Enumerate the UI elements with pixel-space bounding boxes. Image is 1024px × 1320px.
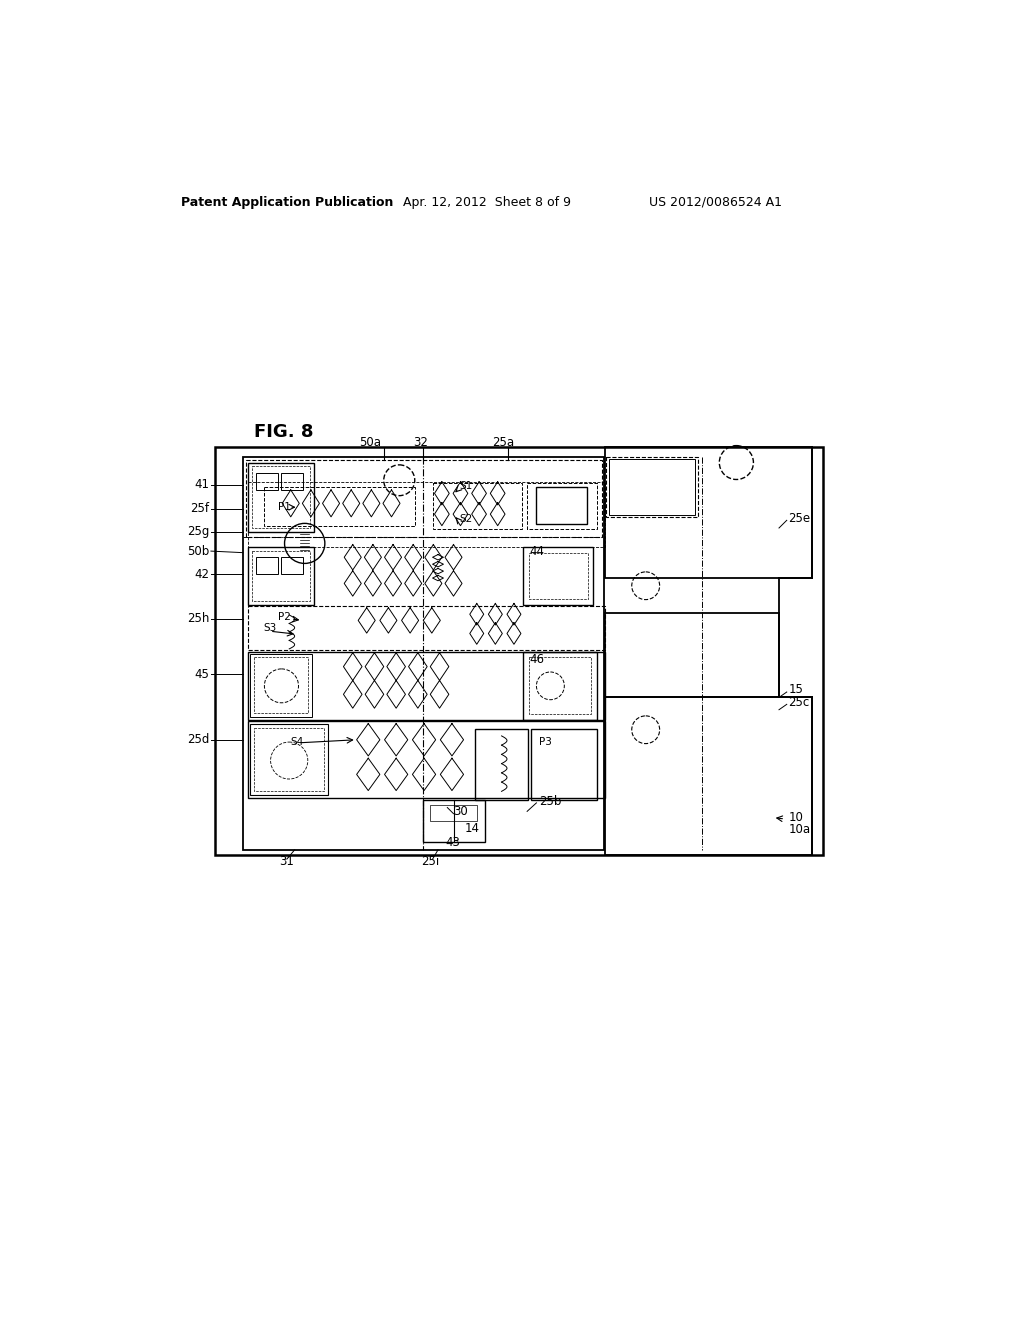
Text: 30: 30 <box>454 805 468 818</box>
Text: 25d: 25d <box>187 733 209 746</box>
Bar <box>254 657 308 713</box>
Bar <box>248 652 604 719</box>
Text: 31: 31 <box>280 855 294 869</box>
Bar <box>432 483 521 529</box>
Text: 10a: 10a <box>788 824 810 837</box>
Text: 25h: 25h <box>187 612 209 626</box>
Bar <box>248 606 604 651</box>
Text: 50a: 50a <box>359 436 381 449</box>
Text: 45: 45 <box>195 668 209 681</box>
Text: FIG. 8: FIG. 8 <box>254 422 313 441</box>
Bar <box>523 652 597 719</box>
Bar <box>423 800 484 842</box>
Bar <box>528 553 588 599</box>
Text: 50b: 50b <box>187 545 209 557</box>
Bar <box>604 697 812 855</box>
Bar <box>531 729 597 800</box>
Bar <box>246 461 602 537</box>
Text: P3: P3 <box>539 737 552 747</box>
Bar <box>251 655 312 718</box>
Bar <box>256 557 278 574</box>
Bar <box>604 447 812 578</box>
Bar <box>251 725 328 795</box>
Text: Apr. 12, 2012  Sheet 8 of 9: Apr. 12, 2012 Sheet 8 of 9 <box>403 195 571 209</box>
Bar <box>254 729 324 792</box>
Text: P2: P2 <box>278 611 291 622</box>
Bar <box>248 721 604 799</box>
Bar <box>263 487 415 525</box>
Bar <box>527 483 597 529</box>
Bar <box>606 457 697 517</box>
Bar <box>604 612 779 697</box>
Text: 25e: 25e <box>788 512 810 525</box>
Bar <box>282 473 303 490</box>
Text: 25b: 25b <box>539 795 561 808</box>
Bar <box>243 457 604 850</box>
Text: S1: S1 <box>459 482 472 491</box>
Text: 32: 32 <box>414 436 428 449</box>
Text: 42: 42 <box>195 568 209 581</box>
Bar <box>256 473 278 490</box>
Bar <box>248 482 604 548</box>
Text: 14: 14 <box>465 822 480 834</box>
Text: S2: S2 <box>459 513 472 524</box>
Text: 25i: 25i <box>421 855 439 869</box>
Text: 46: 46 <box>529 653 545 667</box>
Bar <box>537 487 587 524</box>
Text: 25f: 25f <box>190 502 209 515</box>
Bar <box>475 729 528 800</box>
Bar <box>282 557 303 574</box>
Bar <box>523 548 593 605</box>
Text: Patent Application Publication: Patent Application Publication <box>180 195 393 209</box>
Text: 25c: 25c <box>788 696 810 709</box>
Bar <box>528 657 591 714</box>
Bar <box>248 548 314 605</box>
Bar <box>248 462 314 532</box>
Bar <box>430 805 477 821</box>
Text: 15: 15 <box>788 684 803 696</box>
Text: 25g: 25g <box>187 525 209 539</box>
Text: 43: 43 <box>445 836 461 849</box>
Text: 44: 44 <box>529 545 545 557</box>
Text: 25a: 25a <box>493 436 514 449</box>
Text: 10: 10 <box>788 810 803 824</box>
Bar <box>252 466 310 528</box>
Bar <box>252 552 310 601</box>
Bar <box>215 447 823 855</box>
Text: P1: P1 <box>278 502 291 512</box>
Text: S4: S4 <box>291 737 304 747</box>
Text: US 2012/0086524 A1: US 2012/0086524 A1 <box>649 195 781 209</box>
Text: 41: 41 <box>195 478 209 491</box>
Text: S3: S3 <box>263 623 276 634</box>
Bar <box>608 459 695 515</box>
